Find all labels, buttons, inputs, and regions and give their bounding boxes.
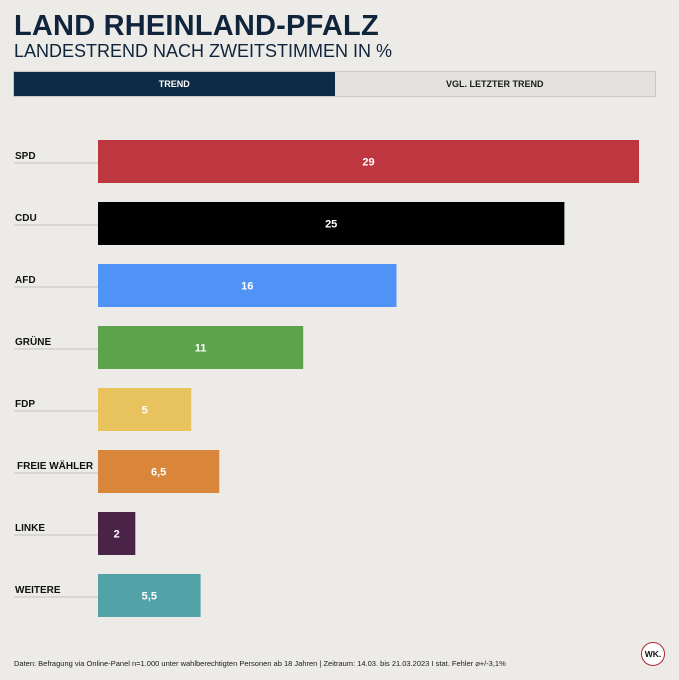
bar-value-label: 6,5 bbox=[151, 467, 166, 479]
bar bbox=[98, 388, 192, 431]
bar-value-label: 16 bbox=[241, 281, 253, 293]
bar bbox=[98, 140, 639, 183]
bar-value-label: 2 bbox=[114, 529, 120, 541]
bar-value-label: 5 bbox=[142, 405, 148, 417]
bar bbox=[98, 202, 565, 245]
bar-value-label: 5,5 bbox=[142, 591, 157, 603]
page-subtitle: LANDESTREND NACH ZWEITSTIMMEN IN % bbox=[14, 41, 393, 61]
view-tabs: TREND VGL. LETZTER TREND bbox=[13, 71, 656, 97]
category-label: FDP bbox=[15, 399, 35, 410]
category-label: LINKE bbox=[15, 523, 45, 534]
bar bbox=[98, 574, 201, 617]
category-label: SPD bbox=[15, 151, 36, 162]
bar-value-label: 25 bbox=[325, 219, 337, 231]
bar-chart: SPD 29 CDU 25 AFD 16 GRÜNE 11 FDP 5 FREIE WÄHLER 6,… bbox=[14, 140, 639, 617]
bar bbox=[98, 264, 397, 307]
tab-trend[interactable]: TREND bbox=[14, 72, 335, 96]
bar bbox=[98, 450, 220, 493]
bar-value-label: 29 bbox=[362, 157, 374, 169]
category-label: AFD bbox=[15, 275, 36, 286]
category-label: CDU bbox=[15, 213, 37, 224]
bar-value-label: 11 bbox=[195, 343, 207, 355]
brand-logo: WK. bbox=[641, 642, 665, 666]
tab-previous-trend[interactable]: VGL. LETZTER TREND bbox=[334, 72, 655, 96]
category-label: WEITERE bbox=[15, 585, 61, 596]
data-source-note: Daten: Befragung via Online-Panel n=1.00… bbox=[14, 659, 506, 668]
category-label: GRÜNE bbox=[15, 335, 51, 348]
bar bbox=[98, 326, 304, 369]
page-title: LAND RHEINLAND-PFALZ bbox=[14, 10, 379, 42]
category-label: FREIE WÄHLER bbox=[17, 459, 94, 472]
bar bbox=[98, 512, 136, 555]
